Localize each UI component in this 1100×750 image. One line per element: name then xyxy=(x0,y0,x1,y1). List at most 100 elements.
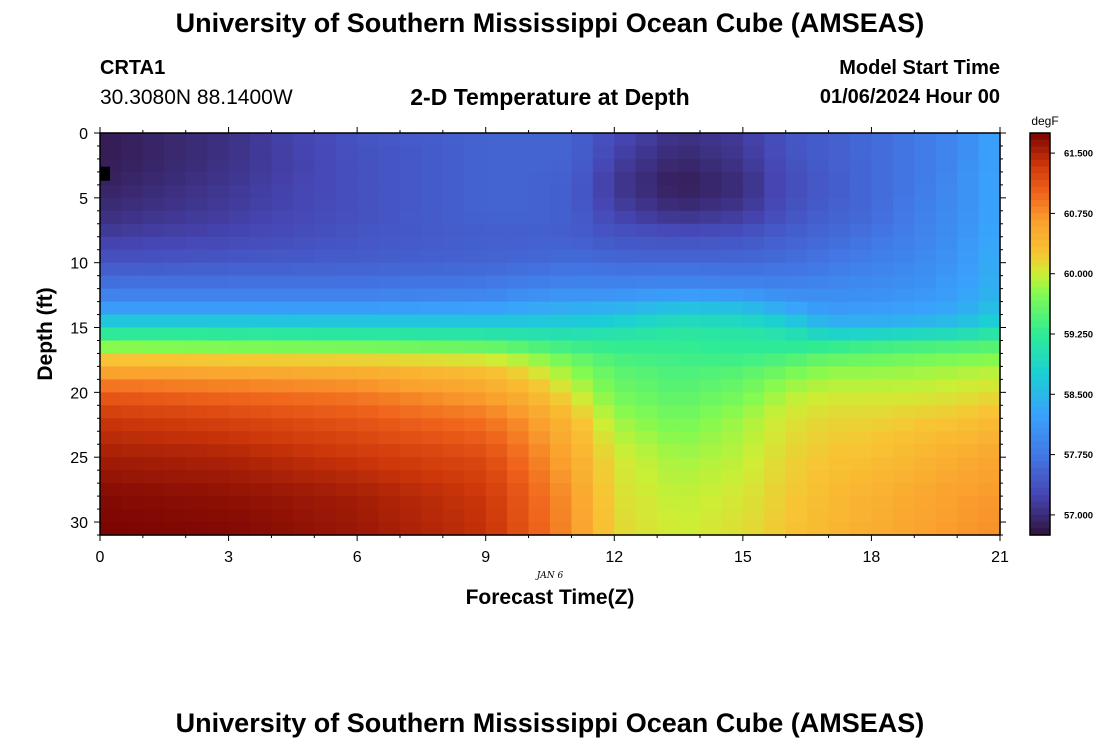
heatmap-cell xyxy=(485,184,508,199)
heatmap-cell xyxy=(678,249,701,264)
heatmap-cell xyxy=(485,418,508,432)
heatmap-cell xyxy=(228,340,251,355)
heatmap-cell xyxy=(164,353,187,368)
heatmap-cell xyxy=(742,444,765,458)
heatmap-cell xyxy=(850,392,873,406)
heatmap-cell xyxy=(850,483,873,497)
heatmap-cell xyxy=(764,444,787,458)
heatmap-cell xyxy=(121,262,144,277)
heatmap-cell xyxy=(271,509,294,523)
heatmap-cell xyxy=(571,288,594,303)
heatmap-cell xyxy=(528,470,551,484)
heatmap-cell xyxy=(935,197,958,212)
colorbar-swatch xyxy=(1030,226,1050,235)
heatmap-cell xyxy=(464,522,487,536)
heatmap-cell xyxy=(207,301,230,316)
heatmap-cell xyxy=(592,483,615,497)
heatmap-cell xyxy=(957,431,980,445)
heatmap-cell xyxy=(571,145,594,160)
heatmap-cell xyxy=(228,145,251,160)
heatmap-cell xyxy=(635,301,658,316)
model-start-value: 01/06/2024 Hour 00 xyxy=(819,86,1000,108)
heatmap-cell xyxy=(678,197,701,212)
heatmap-cell xyxy=(185,483,208,497)
heatmap-cell xyxy=(742,522,765,536)
heatmap-cell xyxy=(464,145,487,160)
heatmap-cell xyxy=(335,431,358,445)
heatmap-cell xyxy=(550,470,573,484)
heatmap-cell xyxy=(421,301,444,316)
heatmap-cell xyxy=(357,210,380,225)
heatmap-cell xyxy=(378,327,401,342)
heatmap-cell xyxy=(314,340,337,355)
heatmap-cell xyxy=(164,444,187,458)
heatmap-cell xyxy=(850,133,873,147)
heatmap-cell xyxy=(678,496,701,510)
heatmap-cell xyxy=(528,184,551,199)
heatmap-cell xyxy=(764,314,787,329)
heatmap-cell xyxy=(335,444,358,458)
heatmap-cell xyxy=(142,171,165,186)
heatmap-cell xyxy=(892,223,915,238)
heatmap-cell xyxy=(164,483,187,497)
heatmap-cell xyxy=(400,197,423,212)
heatmap-cell xyxy=(228,444,251,458)
heatmap-cell xyxy=(850,301,873,316)
heatmap-cell xyxy=(271,405,294,419)
heatmap-cell xyxy=(357,158,380,173)
heatmap-cell xyxy=(657,249,680,264)
heatmap-cell xyxy=(250,379,273,393)
heatmap-cell xyxy=(957,483,980,497)
heatmap-cell xyxy=(271,158,294,173)
heatmap-cell xyxy=(142,470,165,484)
heatmap-cell xyxy=(957,184,980,199)
heatmap-cell xyxy=(100,392,123,406)
heatmap-cell xyxy=(807,197,830,212)
colorbar-swatch xyxy=(1030,139,1050,147)
heatmap-cell xyxy=(164,145,187,160)
heatmap-cell xyxy=(507,418,530,432)
heatmap-cell xyxy=(850,444,873,458)
heatmap-cell xyxy=(807,262,830,277)
heatmap-cell xyxy=(100,483,123,497)
colorbar-swatch xyxy=(1030,454,1050,462)
heatmap-cell xyxy=(271,223,294,238)
heatmap-cell xyxy=(592,249,615,264)
heatmap-cell xyxy=(228,197,251,212)
heatmap-cell xyxy=(614,275,637,290)
heatmap-cell xyxy=(421,418,444,432)
heatmap-cell xyxy=(657,444,680,458)
heatmap-cell xyxy=(314,418,337,432)
heatmap-cell xyxy=(892,133,915,147)
heatmap-cell xyxy=(207,483,230,497)
heatmap-cell xyxy=(357,288,380,303)
heatmap-cell xyxy=(335,457,358,471)
heatmap-cell xyxy=(935,509,958,523)
colorbar-swatch xyxy=(1030,521,1050,529)
heatmap-cell xyxy=(678,158,701,173)
heatmap-cell xyxy=(185,444,208,458)
heatmap-cell xyxy=(871,392,894,406)
heatmap-cell xyxy=(421,236,444,251)
colorbar-swatch xyxy=(1030,414,1050,422)
heatmap-cell xyxy=(228,236,251,251)
heatmap-cell xyxy=(871,314,894,329)
heatmap-cell xyxy=(207,444,230,458)
heatmap-cell xyxy=(700,275,723,290)
heatmap-cell xyxy=(528,483,551,497)
heatmap-cell xyxy=(228,405,251,419)
heatmap-cell xyxy=(828,522,851,536)
heatmap-cell xyxy=(571,158,594,173)
heatmap-cell xyxy=(100,301,123,316)
heatmap-cell xyxy=(507,236,530,251)
heatmap-cell xyxy=(271,314,294,329)
heatmap-cell xyxy=(828,340,851,355)
heatmap-cell xyxy=(764,184,787,199)
heatmap-cell xyxy=(871,133,894,147)
heatmap-cell xyxy=(892,483,915,497)
heatmap-cell xyxy=(742,236,765,251)
heatmap-cell xyxy=(764,496,787,510)
heatmap-cell xyxy=(850,158,873,173)
heatmap-cell xyxy=(892,184,915,199)
heatmap-cell xyxy=(785,444,808,458)
